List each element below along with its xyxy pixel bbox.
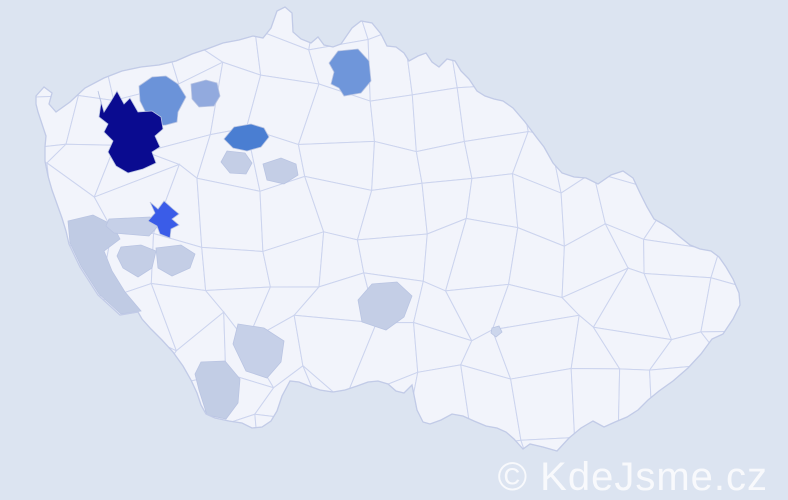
highlighted-district-north-blue[interactable]	[328, 48, 372, 97]
highlighted-district-central-blue[interactable]	[223, 123, 270, 152]
highlighted-district-northwest-periwinkle[interactable]	[190, 79, 221, 108]
highlighted-district-west-band[interactable]	[105, 216, 159, 237]
highlighted-district-central-pale-a[interactable]	[220, 150, 253, 175]
highlighted-district-south-a[interactable]	[232, 323, 285, 379]
highlighted-district-west-navy[interactable]	[97, 90, 164, 174]
district-cell[interactable]	[710, 221, 776, 298]
highlighted-district-royal-cross[interactable]	[147, 200, 180, 239]
watermark: © KdeJsme.cz	[498, 455, 768, 499]
district-cell[interactable]	[510, 367, 576, 441]
highlighted-district-southwest-a[interactable]	[116, 244, 157, 278]
highlighted-district-southeast-dot[interactable]	[490, 325, 503, 338]
district-cell[interactable]	[201, 246, 272, 292]
country-outline	[35, 6, 741, 452]
highlighted-district-south-central[interactable]	[357, 281, 413, 331]
district-cell[interactable]	[411, 87, 465, 153]
highlighted-district-southwest-b[interactable]	[155, 244, 196, 277]
highlighted-districts-layer	[67, 48, 503, 420]
highlighted-district-central-pale-b[interactable]	[262, 157, 299, 185]
highlighted-district-south-b[interactable]	[194, 360, 241, 420]
district-cell[interactable]	[700, 277, 777, 333]
